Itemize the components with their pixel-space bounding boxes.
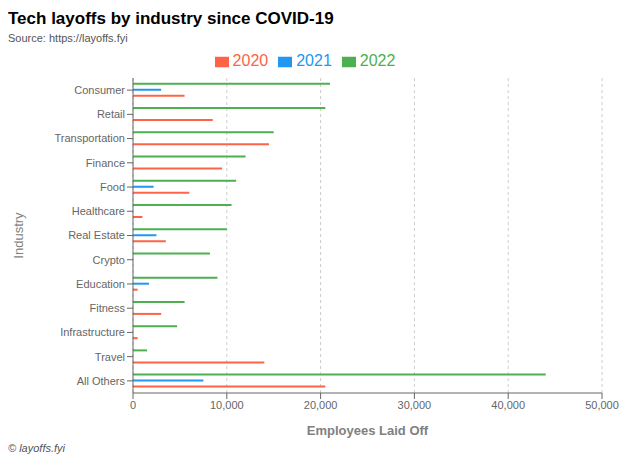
svg-text:Real Estate: Real Estate (68, 229, 125, 241)
svg-text:Crypto: Crypto (93, 254, 125, 266)
svg-text:Infrastructure: Infrastructure (60, 326, 125, 338)
svg-text:Travel: Travel (95, 351, 125, 363)
html-text:Source: https://layoffs.fyi: Source: https://layoffs.fyi (8, 32, 128, 44)
svg-text:Healthcare: Healthcare (72, 205, 125, 217)
html-text:© layoffs.fyi: © layoffs.fyi (8, 442, 65, 454)
svg-text:20,000: 20,000 (304, 399, 338, 411)
svg-text:All Others: All Others (77, 375, 126, 387)
html-text:Tech layoffs by industry since: Tech layoffs by industry since COVID-19 (8, 9, 334, 28)
html-text:2022: 2022 (359, 52, 396, 69)
svg-text:Food: Food (100, 181, 125, 193)
svg-text:10,000: 10,000 (210, 399, 244, 411)
svg-text:0: 0 (130, 399, 136, 411)
svg-text:30,000: 30,000 (398, 399, 432, 411)
svg-text:Finance: Finance (86, 157, 125, 169)
svg-text:Fitness: Fitness (90, 302, 126, 314)
svg-text:Education: Education (76, 278, 125, 290)
svg-text:Industry: Industry (11, 212, 26, 259)
html-text:2020: 2020 (232, 52, 269, 69)
svg-text:50,000: 50,000 (585, 399, 619, 411)
svg-text:40,000: 40,000 (491, 399, 525, 411)
svg-text:Retail: Retail (97, 108, 125, 120)
html-text:2021: 2021 (296, 52, 332, 69)
svg-text:Transportation: Transportation (54, 132, 125, 144)
svg-text:Consumer: Consumer (74, 84, 125, 96)
svg-text:Employees Laid Off: Employees Laid Off (307, 423, 429, 438)
